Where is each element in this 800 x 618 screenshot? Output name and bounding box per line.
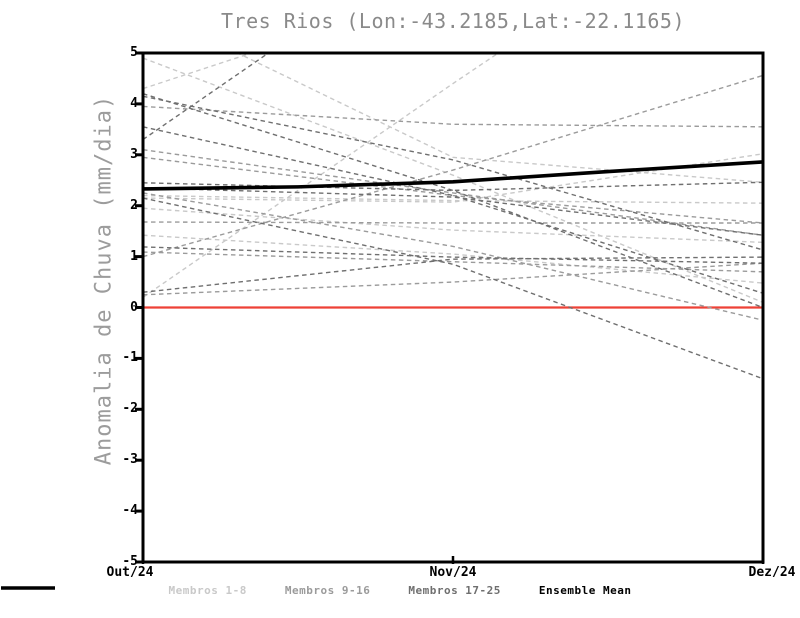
member-line-group3-4 [143,53,270,141]
x-tick-label: Nov/24 [429,565,477,580]
member-line-group3-7 [143,246,763,264]
member-line-group2-3 [143,156,763,224]
y-tick-label: 4 [130,95,138,111]
member-line-group1-5 [143,207,763,244]
y-tick-label: 2 [130,197,138,213]
member-line-group1-7 [143,234,763,284]
member-line-group2-7 [143,74,763,258]
member-line-group1-8 [143,194,763,204]
member-line-group2-8 [143,192,763,321]
member-line-group3-3 [143,126,763,294]
legend-label: Membros 17-25 [408,584,501,597]
legend-entry: Membros 17-25 [1,584,501,597]
y-tick-label: -4 [122,503,138,519]
y-tick-label: -1 [122,350,138,366]
member-line-group1-6 [143,53,500,298]
chart-title: Tres Rios (Lon:-43.2185,Lat:-22.1165) [220,9,686,33]
chart-legend: Membros 1-8 Membros 9-16 Membros 17-25 Ense… [0,584,800,597]
member-line-group3-9 [143,197,763,380]
member-line-group1-1 [143,57,763,304]
legend-entry: Membros 1-8 [1,584,247,597]
y-tick-label: -2 [122,401,138,417]
member-line-group3-2 [143,95,763,251]
legend-label: Membros 9-16 [284,584,371,597]
legend-label: Ensemble Mean [538,584,632,597]
x-tick-label: Dez/24 [748,565,796,580]
ensemble-mean-line [143,160,763,191]
y-tick-label: -3 [122,452,138,468]
x-tick-label: Out/24 [106,565,154,580]
y-tick-label: 3 [130,146,138,162]
legend-entry: Membros 9-16 [1,584,371,597]
y-tick-label: 5 [130,45,138,60]
member-line-group2-2 [143,149,763,236]
y-tick-label: 1 [130,248,138,264]
y-tick-label: -5 [122,554,138,569]
legend-entry: Ensemble Mean [1,584,632,597]
member-line-group2-5 [143,251,763,273]
member-line-group1-3 [235,53,763,183]
member-line-group3-1 [143,93,763,309]
legend-line-sample [1,586,55,590]
member-line-group2-6 [143,262,763,296]
member-line-group2-1 [143,105,763,128]
y-tick-label: 0 [130,299,138,315]
legend-label: Membros 1-8 [168,584,247,597]
